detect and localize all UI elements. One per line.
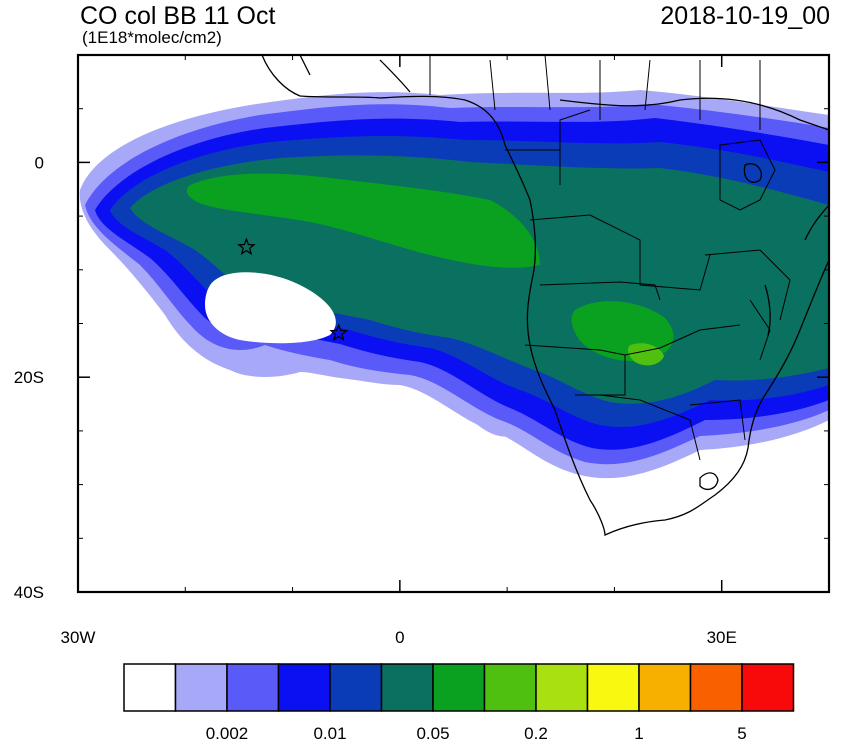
x-tick-label: 30W	[61, 628, 96, 647]
colorbar-label: 0.2	[524, 724, 548, 743]
plot-title: CO col BB 11 Oct	[80, 2, 276, 30]
coastlines	[261, 55, 829, 537]
x-tick-label: 0	[395, 628, 404, 647]
tick-labels: 30W 0 30E 0 20S 40S	[14, 153, 737, 647]
colorbar-label: 1	[634, 724, 643, 743]
colorbar-swatch	[277, 663, 331, 712]
colorbar-label: 0.05	[416, 724, 449, 743]
colorbar-swatch	[432, 663, 486, 712]
country-borders	[429, 55, 791, 461]
colorbar: 0.002 0.01 0.05 0.2 1 5	[123, 663, 795, 743]
units-label: (1E18*molec/cm2)	[82, 28, 222, 47]
y-tick-label: 0	[35, 153, 44, 172]
colorbar-swatch	[329, 663, 383, 712]
clean-air-south	[78, 260, 545, 592]
colorbar-swatch	[380, 663, 434, 712]
x-tick-label: 30E	[707, 628, 737, 647]
colorbar-swatch	[483, 663, 537, 712]
clean-air-hook	[205, 272, 336, 344]
plume-layers	[78, 90, 829, 592]
africa-coastline	[261, 55, 829, 537]
star-marker	[329, 323, 349, 342]
colorbar-label: 5	[737, 724, 746, 743]
colorbar-swatch	[123, 663, 177, 712]
colorbar-swatch	[741, 663, 795, 712]
lake-outline	[743, 163, 771, 336]
major-ticks	[77, 55, 829, 593]
datetime-label: 2018-10-19_00	[660, 2, 830, 30]
island-outline	[699, 472, 719, 491]
east-africa-coast	[804, 204, 829, 241]
colorbar-swatch	[638, 663, 692, 712]
colorbar-swatch	[226, 663, 280, 712]
north-fragments	[299, 55, 829, 131]
colorbar-swatch	[586, 663, 640, 712]
colorbar-label: 0.01	[313, 724, 346, 743]
colorbar-swatch	[689, 663, 743, 712]
y-tick-label: 40S	[14, 583, 44, 602]
markers	[237, 237, 349, 342]
plume-level-6	[186, 173, 540, 268]
colorbar-swatch	[535, 663, 589, 712]
y-tick-label: 20S	[14, 368, 44, 387]
star-marker	[237, 237, 256, 256]
colorbar-swatch	[174, 663, 228, 712]
colorbar-label: 0.002	[206, 724, 249, 743]
